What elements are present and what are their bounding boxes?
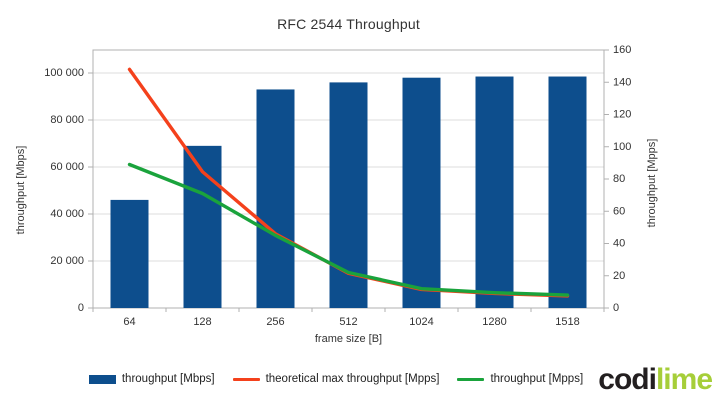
bar-1518 [548, 76, 587, 309]
right-tick-label: 80 [613, 173, 625, 185]
left-tick-label: 20 000 [50, 255, 84, 267]
logo-part-lime: lime [655, 363, 713, 396]
legend-item-mpps: throughput [Mpps] [457, 373, 583, 385]
right-tick-label: 140 [613, 76, 631, 88]
legend-item-theoretical-mpps: theoretical max throughput [Mpps] [232, 373, 440, 385]
bar-1280 [475, 76, 514, 309]
left-axis: 0 20 000 40 000 60 000 80 000 100 000 [44, 67, 93, 314]
right-tick-label: 60 [613, 205, 625, 217]
x-axis: 64 128 256 512 1024 1280 1518 [92, 308, 605, 328]
left-tick-label: 100 000 [44, 67, 84, 79]
x-tick-label: 1280 [482, 316, 506, 328]
codilime-logo: codilime [598, 361, 713, 399]
right-tick-label: 100 [613, 141, 631, 153]
x-tick-label: 256 [266, 316, 284, 328]
logo-part-codi: codi [598, 363, 657, 396]
bar-series [110, 76, 587, 309]
right-axis: 0 20 40 60 80 100 120 140 160 [604, 44, 631, 314]
right-tick-label: 0 [613, 302, 619, 314]
legend-green-line-swatch-icon [457, 377, 485, 381]
legend-item-mbps: throughput [Mbps] [88, 373, 215, 385]
x-tick-label: 64 [123, 316, 135, 328]
chart-legend: throughput [Mbps] theoretical max throug… [0, 373, 672, 385]
bar-64 [110, 199, 149, 308]
left-tick-label: 0 [78, 302, 84, 314]
legend-label-theoretical-mpps: theoretical max throughput [Mpps] [265, 373, 440, 385]
bar-1024 [402, 77, 441, 308]
x-tick-label: 128 [193, 316, 211, 328]
right-tick-label: 120 [613, 109, 631, 121]
x-tick-label: 512 [339, 316, 357, 328]
right-tick-label: 20 [613, 270, 625, 282]
legend-label-mpps: throughput [Mpps] [490, 373, 584, 385]
x-axis-title: frame size [B] [314, 333, 383, 345]
right-tick-label: 40 [613, 238, 625, 250]
right-tick-label: 160 [613, 44, 631, 56]
legend-red-line-swatch-icon [232, 377, 260, 381]
left-axis-title: throughput [Mbps] [15, 145, 27, 235]
left-tick-label: 80 000 [50, 114, 84, 126]
bar-512 [329, 82, 368, 309]
x-tick-label: 1024 [409, 316, 433, 328]
chart-title: RFC 2544 Throughput [277, 16, 420, 32]
left-tick-label: 40 000 [50, 208, 84, 220]
legend-bar-swatch-icon [88, 374, 116, 384]
right-axis-title: throughput [Mpps] [646, 138, 658, 228]
bar-256 [256, 89, 295, 308]
left-tick-label: 60 000 [50, 161, 84, 173]
x-tick-label: 1518 [555, 316, 579, 328]
legend-label-mbps: throughput [Mbps] [121, 373, 215, 385]
line-throughput-mpps [127, 162, 570, 297]
